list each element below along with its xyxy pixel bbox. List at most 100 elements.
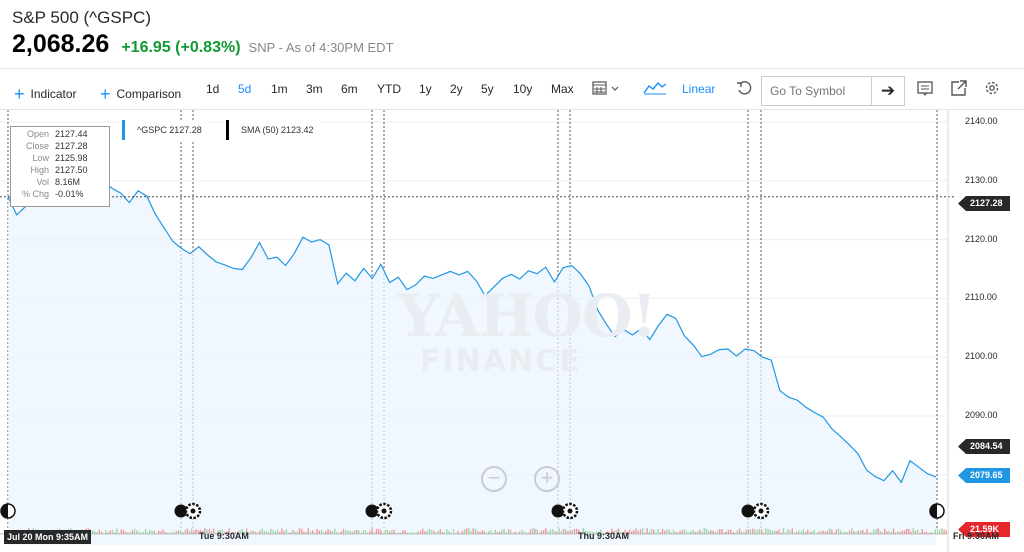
volume-bar (479, 532, 481, 534)
volume-bar (292, 530, 294, 534)
volume-bar (422, 528, 424, 534)
volume-bar (457, 530, 459, 534)
volume-bar (279, 531, 281, 534)
volume-bar (639, 529, 642, 534)
undo-icon[interactable] (736, 80, 752, 96)
range-5y[interactable]: 5y (481, 82, 494, 96)
volume-bar (298, 528, 301, 534)
range-2y[interactable]: 2y (450, 82, 463, 96)
volume-bar (459, 532, 461, 534)
volume-bar (389, 531, 391, 534)
volume-bar (323, 532, 325, 534)
volume-bar (587, 531, 589, 534)
volume-bar (182, 532, 184, 534)
volume-bar (107, 532, 109, 534)
volume-bar (712, 530, 714, 534)
range-3m[interactable]: 3m (306, 82, 323, 96)
vol-value: 8.16M (55, 177, 81, 187)
volume-bar (446, 529, 448, 534)
volume-bar (162, 529, 164, 534)
volume-bar (373, 532, 375, 534)
volume-bar (496, 531, 499, 534)
volume-bar (736, 530, 738, 534)
volume-bar (501, 529, 503, 534)
range-1m[interactable]: 1m (271, 82, 288, 96)
go-arrow-button[interactable]: ➔ (871, 76, 905, 106)
volume-bar (364, 529, 367, 534)
price-chart[interactable] (0, 110, 1024, 552)
volume-bar (105, 530, 107, 534)
expand-icon[interactable] (950, 79, 968, 97)
volume-bar (543, 530, 545, 534)
legend-price[interactable]: ^GSPC 2127.28 (122, 120, 208, 140)
volume-bar (903, 530, 906, 534)
mountain-chart-icon[interactable] (643, 81, 667, 95)
volume-bar (877, 528, 879, 534)
volume-bar (191, 528, 193, 534)
volume-bar (562, 528, 565, 534)
plus-icon: + (14, 84, 25, 104)
volume-bar (556, 531, 558, 534)
price-area (8, 169, 936, 546)
volume-bar (452, 529, 455, 534)
volume-bar (100, 531, 103, 534)
volume-bar (217, 530, 219, 534)
comparison-button[interactable]: + Comparison (100, 82, 181, 104)
volume-bar (219, 529, 221, 534)
volume-bar (611, 528, 613, 534)
volume-bar (384, 529, 386, 534)
volume-bar (765, 528, 767, 534)
volume-bar (283, 531, 285, 534)
volume-bar (613, 530, 615, 534)
volume-bar (714, 532, 716, 534)
volume-bar (114, 532, 116, 534)
range-max[interactable]: Max (551, 82, 574, 96)
y-tick-label: 2100.00 (965, 351, 998, 362)
comment-icon[interactable] (917, 81, 933, 96)
volume-bar (791, 528, 793, 534)
volume-bar (659, 532, 661, 534)
calendar-icon[interactable] (592, 80, 622, 98)
volume-bar (516, 532, 518, 534)
range-10y[interactable]: 10y (513, 82, 533, 96)
legend-sma[interactable]: SMA (50) 2123.42 (226, 120, 320, 140)
range-5d[interactable]: 5d (238, 82, 252, 96)
volume-bar (380, 530, 382, 534)
volume-bar (309, 531, 312, 534)
volume-bar (184, 529, 186, 534)
volume-bar (147, 532, 149, 534)
volume-bar (312, 530, 314, 534)
indicator-button[interactable]: + Indicator (14, 82, 77, 104)
volume-bar (331, 530, 334, 534)
volume-bar (235, 531, 237, 534)
settings-gear-icon[interactable] (983, 79, 1001, 97)
zoom-out-button[interactable]: − (481, 466, 507, 492)
volume-bar (208, 529, 210, 534)
volume-bar (136, 530, 138, 534)
go-to-symbol-input[interactable] (761, 76, 871, 106)
volume-bar (448, 531, 450, 534)
dividend-event-center (381, 508, 387, 514)
range-ytd[interactable]: YTD (377, 82, 401, 96)
volume-bar (305, 532, 307, 534)
volume-bar (485, 532, 488, 534)
volume-bar (862, 529, 864, 534)
range-6m[interactable]: 6m (341, 82, 358, 96)
volume-bar (580, 532, 582, 534)
volume-bar (908, 528, 910, 534)
range-1d[interactable]: 1d (206, 82, 220, 96)
split-event-half (1, 504, 8, 518)
volume-bar (180, 530, 182, 534)
volume-bar (160, 531, 162, 534)
volume-bar (523, 531, 525, 534)
zoom-in-button[interactable]: + (534, 466, 560, 492)
volume-bar (224, 531, 226, 534)
scale-linear[interactable]: Linear (682, 82, 716, 96)
range-1y[interactable]: 1y (419, 82, 432, 96)
volume-bar (259, 530, 261, 534)
volume-bar (936, 528, 939, 534)
legend-swatch (226, 120, 229, 140)
volume-bar (569, 530, 571, 534)
earnings-event-icon (174, 504, 188, 518)
volume-bar (798, 530, 800, 534)
